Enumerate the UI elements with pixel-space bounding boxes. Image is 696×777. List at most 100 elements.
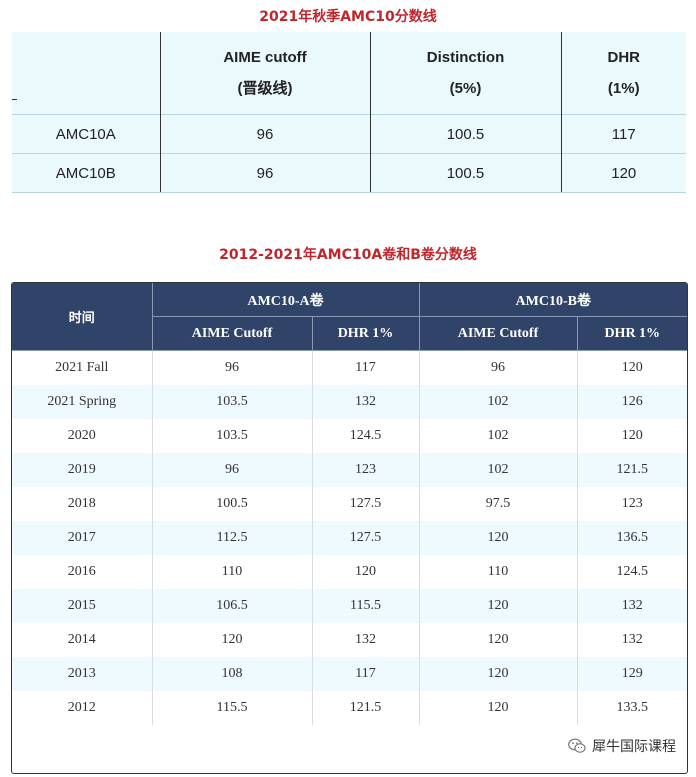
score-history-table: 时间 AMC10-A卷 AMC10-B卷 AIME Cutoff DHR 1% … [12,283,687,725]
table-cell: 121.5 [577,453,687,487]
sub-header-a-dhr: DHR 1% [312,316,420,351]
table-row: AMC10A 96 100.5 117 [12,114,686,154]
year-cell: 2018 [12,487,153,521]
table-cell: 132 [577,589,687,623]
table1-header-dhr: DHR (1%) [561,32,686,115]
table-cell: 120 [419,589,578,623]
row-label: AMC10B [12,153,161,193]
table-row: 2012 115.5 121.5 120 133.5 [12,691,687,725]
table-cell: 124.5 [312,419,420,453]
header-label: AIME cutoff [223,48,307,66]
table-row: 2017 112.5 127.5 120 136.5 [12,521,687,555]
table-cell: 117 [312,657,420,691]
header-sublabel: (晋级线) [237,79,293,97]
table-cell: 110 [419,555,578,589]
table-cell: 133.5 [577,691,687,725]
table-cell: 120 [419,657,578,691]
year-cell: 2019 [12,453,153,487]
table-cell: 120 [577,350,687,385]
score-history-table-container: 时间 AMC10-A卷 AMC10-B卷 AIME Cutoff DHR 1% … [11,282,688,774]
table1-corner-cell [12,32,161,115]
header-label: DHR [607,48,641,66]
watermark: 犀牛国际课程 [568,736,676,756]
table-cell: 103.5 [152,419,313,453]
table-cell: 132 [577,623,687,657]
table-cell: 132 [312,623,420,657]
table-cell: 126 [577,385,687,419]
year-cell: 2021 Fall [12,350,153,385]
group-header-b: AMC10-B卷 [419,283,687,317]
table-cell: 120 [577,419,687,453]
table-cell: 96 [152,350,313,385]
table2-group-header-row: 时间 AMC10-A卷 AMC10-B卷 [12,283,687,351]
table-row: 2015 106.5 115.5 120 132 [12,589,687,623]
table-cell: 102 [419,453,578,487]
table-cell: 103.5 [152,385,313,419]
table2-body: 2021 Fall 96 117 96 120 2021 Spring 103.5 132 10… [12,350,687,725]
table-cell: 110 [152,555,313,589]
table-row: 2019 96 123 102 121.5 [12,453,687,487]
score-table-2021-fall: AIME cutoff (晋级线) Distinction (5%) DHR (… [12,32,686,193]
table-cell: 117 [561,114,686,154]
table2-sub-header-row: AIME Cutoff DHR 1% AIME Cutoff DHR 1% [12,316,687,351]
header-sublabel: (1%) [607,79,640,97]
table-cell: 96 [152,453,313,487]
table-row: 2013 108 117 120 129 [12,657,687,691]
year-cell: 2013 [12,657,153,691]
year-cell: 2021 Spring [12,385,153,419]
watermark-text: 犀牛国际课程 [592,739,676,755]
table1-header-aime: AIME cutoff (晋级线) [160,32,371,115]
table-row: 2014 120 132 120 132 [12,623,687,657]
table1-header-distinction: Distinction (5%) [370,32,562,115]
table-cell: 121.5 [312,691,420,725]
table-cell: 136.5 [577,521,687,555]
header-label: Distinction [426,48,505,66]
table-row: 2021 Spring 103.5 132 102 126 [12,385,687,419]
table-cell: 124.5 [577,555,687,589]
table-cell: 102 [419,419,578,453]
table1-title: 2021年秋季AMC10分数线 [259,9,437,25]
year-cell: 2015 [12,589,153,623]
table-cell: 123 [312,453,420,487]
header-sublabel: (5%) [449,79,482,97]
table-row: 2020 103.5 124.5 102 120 [12,419,687,453]
table-row: 2021 Fall 96 117 96 120 [12,350,687,385]
wechat-icon [568,738,586,753]
table-cell: 106.5 [152,589,313,623]
table-cell: 100.5 [370,153,562,193]
table2-title: 2012-2021年AMC10A卷和B卷分数线 [219,247,477,263]
table-cell: 120 [419,521,578,555]
table-cell: 115.5 [312,589,420,623]
table-cell: 120 [419,691,578,725]
time-header: 时间 [12,283,153,351]
table-cell: 102 [419,385,578,419]
table-cell: 112.5 [152,521,313,555]
table-row: 2016 110 120 110 124.5 [12,555,687,589]
year-cell: 2012 [12,691,153,725]
table-cell: 108 [152,657,313,691]
year-cell: 2016 [12,555,153,589]
sub-header-b-dhr: DHR 1% [577,316,687,351]
table-cell: 132 [312,385,420,419]
table1-header-row: AIME cutoff (晋级线) Distinction (5%) DHR (… [12,32,686,115]
table-row: AMC10B 96 100.5 120 [12,153,686,193]
table-cell: 127.5 [312,521,420,555]
table-cell: 120 [152,623,313,657]
table-cell: 100.5 [370,114,562,154]
table-row: 2018 100.5 127.5 97.5 123 [12,487,687,521]
table-cell: 120 [312,555,420,589]
table-cell: 97.5 [419,487,578,521]
table-cell: 127.5 [312,487,420,521]
sub-header-a-aime: AIME Cutoff [152,316,313,351]
row-label: AMC10A [12,114,161,154]
group-header-a: AMC10-A卷 [152,283,420,317]
table-cell: 100.5 [152,487,313,521]
year-cell: 2017 [12,521,153,555]
table-cell: 96 [419,350,578,385]
table-cell: 117 [312,350,420,385]
year-cell: 2020 [12,419,153,453]
table-cell: 96 [160,153,371,193]
table-cell: 123 [577,487,687,521]
table-cell: 120 [419,623,578,657]
sub-header-b-aime: AIME Cutoff [419,316,578,351]
